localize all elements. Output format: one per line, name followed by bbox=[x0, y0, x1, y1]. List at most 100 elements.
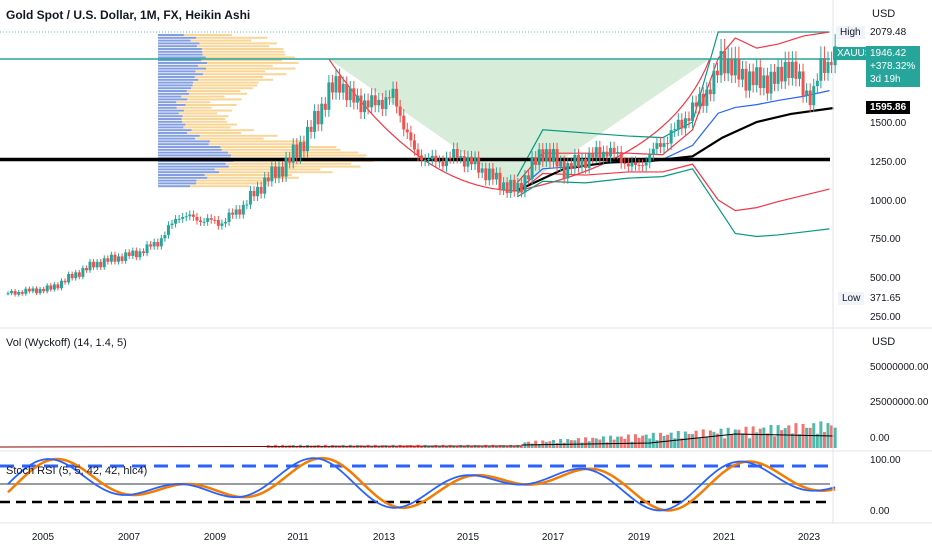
volume-profile-bar bbox=[183, 126, 231, 129]
volume-bar bbox=[730, 434, 734, 448]
volume-bar bbox=[462, 446, 466, 448]
volume-profile-bar bbox=[158, 78, 199, 81]
candle-body bbox=[45, 285, 49, 292]
candle-body bbox=[705, 89, 709, 106]
candle-body bbox=[516, 183, 520, 192]
volume-bar bbox=[683, 431, 687, 448]
high-label: High bbox=[836, 26, 865, 39]
candle-body bbox=[266, 177, 270, 182]
candle-body bbox=[691, 102, 695, 121]
volume-profile-bar bbox=[158, 182, 197, 185]
volume-bar bbox=[519, 445, 523, 448]
volume-profile-bar bbox=[221, 148, 341, 151]
candle-body bbox=[398, 106, 402, 116]
volume-profile-bar bbox=[158, 90, 187, 92]
volume-profile-bar bbox=[183, 34, 232, 36]
volume-profile-bar bbox=[204, 174, 292, 176]
stoch-rsi-pane[interactable] bbox=[0, 456, 836, 512]
candle-body bbox=[238, 209, 242, 215]
candle-body bbox=[184, 216, 188, 218]
volume-bar bbox=[505, 445, 509, 448]
fill-region bbox=[328, 59, 710, 191]
volume-bar bbox=[737, 429, 741, 448]
volume-bar bbox=[559, 438, 563, 448]
candle-body bbox=[487, 168, 491, 181]
volume-profile-bar bbox=[220, 146, 337, 148]
time-tick-label: 2005 bbox=[32, 532, 55, 543]
volume-bar bbox=[641, 435, 645, 448]
volume-bar bbox=[762, 427, 766, 448]
candle-body bbox=[494, 172, 498, 180]
candle-body bbox=[345, 83, 349, 101]
candle-body bbox=[84, 268, 88, 271]
candle-body bbox=[316, 110, 320, 125]
volume-bar bbox=[512, 446, 516, 448]
volume-bar bbox=[655, 440, 659, 448]
volume-profile-bar bbox=[158, 53, 203, 56]
volume-profile-bar bbox=[158, 50, 203, 53]
candle-body bbox=[88, 261, 92, 271]
candle-body bbox=[355, 95, 359, 103]
volume-bar bbox=[687, 433, 691, 448]
candle-body bbox=[259, 186, 263, 194]
volume-bar bbox=[594, 438, 598, 448]
volume-bar bbox=[694, 430, 698, 448]
volume-bar bbox=[455, 445, 459, 448]
volume-bar bbox=[605, 442, 609, 448]
volume-profile-bar bbox=[205, 56, 295, 59]
candle-body bbox=[31, 288, 35, 292]
candle-body bbox=[523, 175, 527, 193]
candle-body bbox=[445, 157, 449, 167]
volume-profile-bar bbox=[158, 39, 191, 42]
volume-bar bbox=[537, 444, 541, 448]
candle-body bbox=[566, 163, 570, 179]
candle-body bbox=[755, 67, 759, 86]
volume-bar bbox=[626, 434, 630, 448]
volume-ma-line bbox=[0, 445, 522, 448]
candle-body bbox=[708, 89, 712, 95]
volume-tick-label: 50000000.00 bbox=[870, 362, 929, 373]
candle-body bbox=[166, 225, 170, 236]
volume-profile-bar bbox=[158, 171, 220, 174]
volume-bar bbox=[402, 445, 406, 448]
volume-bar bbox=[733, 429, 737, 448]
volume-bar bbox=[498, 445, 502, 448]
candle-body bbox=[683, 118, 687, 129]
chart-title: Gold Spot / U.S. Dollar, 1M, FX, Heikin … bbox=[6, 8, 251, 22]
candle-body bbox=[366, 100, 370, 108]
candle-body bbox=[498, 172, 502, 191]
candle-body bbox=[106, 258, 110, 262]
volume-bar bbox=[370, 446, 374, 448]
volume-profile-bar bbox=[158, 165, 229, 168]
candle-body bbox=[284, 157, 288, 177]
time-tick-label: 2011 bbox=[287, 532, 309, 543]
volume-bar bbox=[701, 429, 705, 448]
candle-body bbox=[623, 162, 627, 164]
volume-profile-bar bbox=[158, 67, 207, 70]
volume-bar bbox=[584, 437, 588, 448]
candle-body bbox=[819, 58, 823, 81]
price-tick-label: 250.00 bbox=[870, 312, 901, 323]
stoch-d-line bbox=[7, 456, 836, 512]
candle-body bbox=[694, 102, 698, 107]
volume-bar bbox=[494, 445, 498, 448]
candle-body bbox=[569, 163, 573, 169]
candle-body bbox=[808, 90, 812, 106]
candle-body bbox=[491, 168, 495, 180]
volume-bar bbox=[691, 434, 695, 448]
candle-body bbox=[484, 168, 488, 181]
high-value: 2079.48 bbox=[870, 27, 907, 38]
volume-profile-bar bbox=[202, 73, 287, 76]
main-price-pane[interactable] bbox=[0, 31, 837, 297]
candle-body bbox=[377, 99, 381, 106]
candle-body bbox=[363, 100, 367, 113]
volume-profile-bar bbox=[158, 185, 191, 188]
volume-pane[interactable] bbox=[0, 421, 837, 448]
volume-bar bbox=[673, 438, 677, 448]
candle-body bbox=[234, 209, 238, 215]
candle-body bbox=[17, 291, 21, 295]
candle-body bbox=[99, 261, 103, 268]
volume-bar bbox=[295, 446, 299, 448]
volume-bar bbox=[395, 446, 399, 448]
